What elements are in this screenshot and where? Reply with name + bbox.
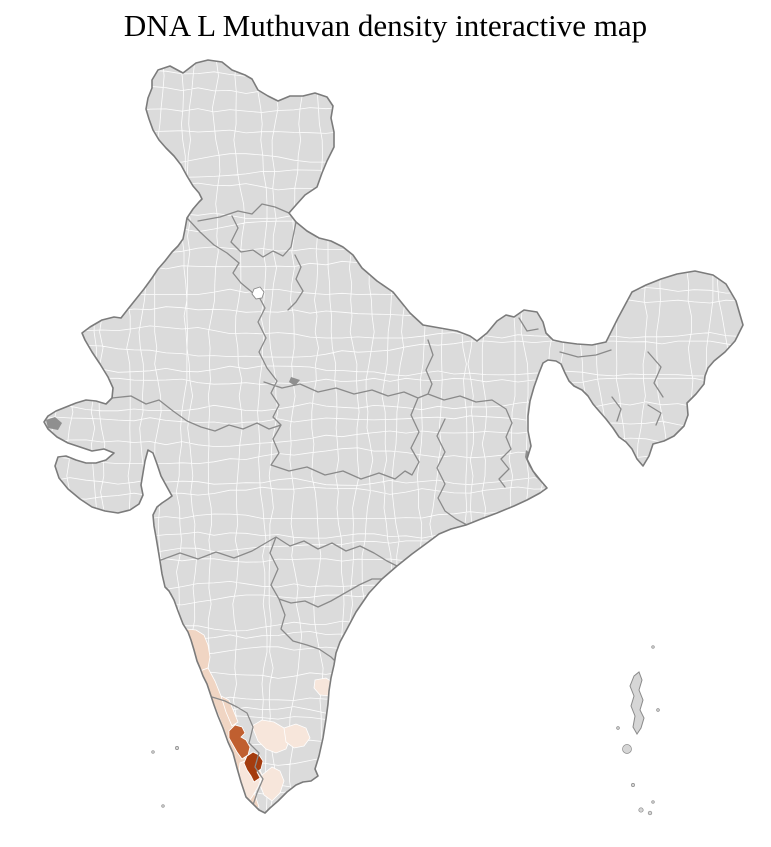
capital-district[interactable] [251,286,265,300]
islands [151,645,660,816]
india-outline [43,59,744,814]
state-borders [111,203,664,806]
page-title: DNA L Muthuvan density interactive map [123,8,648,43]
highlighted-density-districts[interactable] [185,628,338,811]
andaman-islands [629,671,645,735]
